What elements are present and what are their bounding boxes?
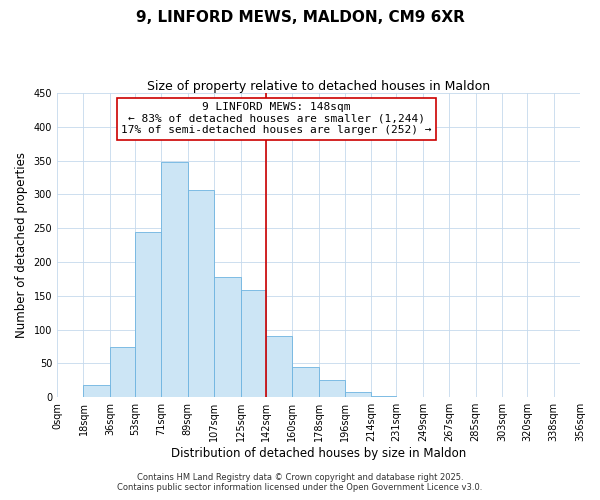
Bar	[292, 368, 319, 397]
Bar	[110, 346, 135, 397]
Bar	[397, 396, 423, 397]
Title: Size of property relative to detached houses in Maldon: Size of property relative to detached ho…	[147, 80, 490, 93]
Y-axis label: Number of detached properties: Number of detached properties	[15, 152, 28, 338]
Bar	[214, 277, 241, 397]
Text: Contains HM Land Registry data © Crown copyright and database right 2025.
Contai: Contains HM Land Registry data © Crown c…	[118, 473, 482, 492]
Bar	[135, 232, 161, 397]
Text: 9 LINFORD MEWS: 148sqm
← 83% of detached houses are smaller (1,244)
17% of semi-: 9 LINFORD MEWS: 148sqm ← 83% of detached…	[121, 102, 432, 136]
Bar	[83, 385, 110, 397]
Bar	[345, 392, 371, 397]
Bar	[161, 162, 188, 397]
Bar	[423, 396, 449, 397]
Bar	[241, 290, 266, 397]
Bar	[266, 336, 292, 397]
Text: 9, LINFORD MEWS, MALDON, CM9 6XR: 9, LINFORD MEWS, MALDON, CM9 6XR	[136, 10, 464, 25]
Bar	[319, 380, 345, 397]
Bar	[188, 190, 214, 397]
Bar	[371, 396, 397, 397]
X-axis label: Distribution of detached houses by size in Maldon: Distribution of detached houses by size …	[171, 447, 466, 460]
